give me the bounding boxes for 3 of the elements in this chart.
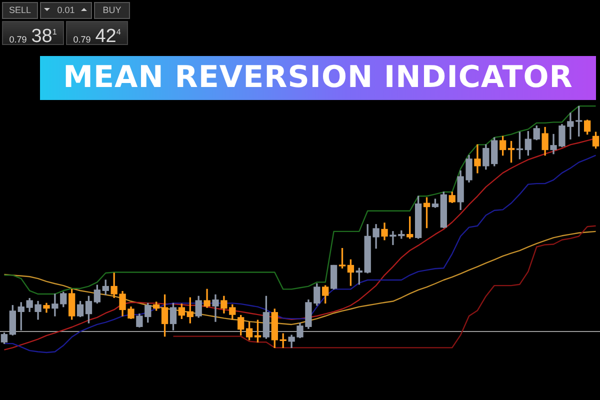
candlestick: [212, 294, 219, 322]
order-panel: SELL 0.01 BUY 0.79 38$^{1}$ 0.79 42$^{4}$: [2, 2, 128, 44]
chart-title: MEAN REVERSION INDICATOR: [40, 56, 596, 100]
